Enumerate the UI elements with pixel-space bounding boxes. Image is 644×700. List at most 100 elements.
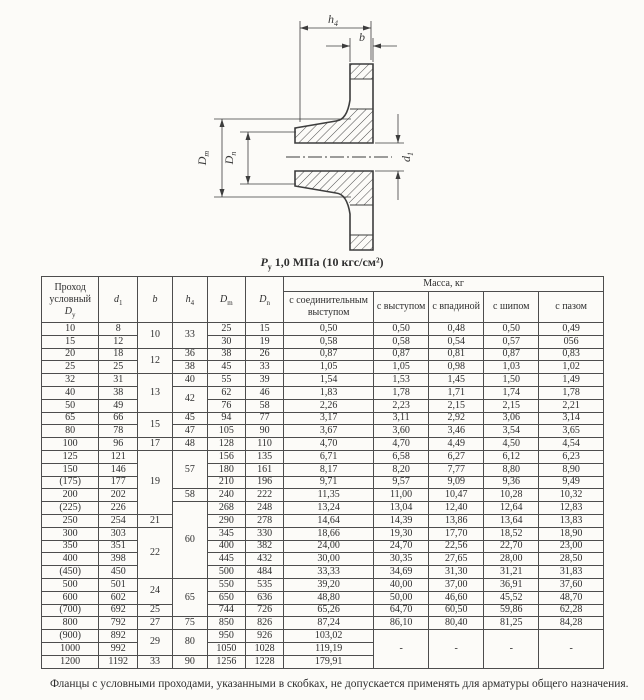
table-cell: 13,86 xyxy=(428,513,485,528)
table-cell: 25 xyxy=(40,360,100,375)
table-cell: (225) xyxy=(40,501,100,515)
table-cell: 80 xyxy=(171,629,208,656)
mass-column-header: с выступом xyxy=(373,291,430,323)
table-cell: 351 xyxy=(98,539,139,554)
table-cell: 18,66 xyxy=(283,526,375,541)
table-cell: 57 xyxy=(171,449,208,490)
table-cell: 0,50 xyxy=(373,322,430,336)
table-cell: 25 xyxy=(206,322,246,336)
table-cell: 8,20 xyxy=(373,462,430,477)
table-cell: (900) xyxy=(40,629,100,643)
table-cell: 40,00 xyxy=(373,577,430,592)
table-cell: 6,23 xyxy=(538,449,604,464)
table-cell: 23,00 xyxy=(538,539,604,554)
table-cell: 59,86 xyxy=(483,603,540,618)
table-row: 350 351 400 382 24,00 24,70 22,56 22,70 23,00 xyxy=(40,539,604,554)
svg-text:b: b xyxy=(359,30,365,44)
table-row: (175) 177 210 196 9,71 9,57 9,09 9,36 9,49 xyxy=(40,475,604,490)
table-cell: 1,50 xyxy=(483,373,540,387)
table-cell: 14,39 xyxy=(373,513,430,528)
table-cell: 6,27 xyxy=(428,449,485,464)
table-cell: 58 xyxy=(244,398,285,413)
table-cell: 25 xyxy=(137,603,173,618)
table-cell: 39,20 xyxy=(283,577,375,592)
table-cell: 39 xyxy=(244,373,285,387)
table-cell: 0,48 xyxy=(428,322,485,336)
table-row: 400 398 445 432 30,00 30,35 27,65 28,00 28,50 xyxy=(40,552,604,567)
table-cell: 27 xyxy=(137,616,173,631)
table-cell: 90 xyxy=(244,424,285,439)
table-cell: 056 xyxy=(538,334,604,349)
table-cell: 96 xyxy=(98,437,139,451)
pressure-value: 1,0 МПа (10 кгс/см²) xyxy=(274,255,384,269)
table-row: 150 146 180 161 8,17 8,20 7,77 8,80 8,90 xyxy=(40,462,604,477)
table-cell: 47 xyxy=(171,424,208,439)
table-cell: 40 xyxy=(171,373,208,387)
table-cell: 300 xyxy=(40,526,100,541)
table-cell: 0,87 xyxy=(283,347,375,362)
column-header: Dn xyxy=(244,276,285,323)
dimension-dn: Dn xyxy=(222,131,296,185)
table-row: (700) 692 25 744 726 65,26 64,70 60,50 59,86 62,2… xyxy=(40,603,604,618)
table-cell: 19,30 xyxy=(373,526,430,541)
table-cell: 65,26 xyxy=(283,603,375,618)
table-cell: 13,64 xyxy=(483,513,540,528)
table-cell: 40 xyxy=(40,385,100,400)
table-cell: 0,58 xyxy=(373,334,430,349)
table-cell: 4,70 xyxy=(283,437,375,451)
column-header: h4 xyxy=(171,276,208,323)
table-cell: 248 xyxy=(244,501,285,515)
table-cell: 4,49 xyxy=(428,437,485,451)
table-cell: 64,70 xyxy=(373,603,430,618)
mass-group-header: Масса, кг xyxy=(283,276,604,292)
table-cell: 9,09 xyxy=(428,475,485,490)
table-cell: 38 xyxy=(98,385,139,400)
table-cell: 65 xyxy=(40,411,100,426)
table-cell: 75 xyxy=(171,616,208,631)
table-cell: 350 xyxy=(40,539,100,554)
table-cell: 13,83 xyxy=(538,513,604,528)
table-cell: 3,17 xyxy=(283,411,375,426)
svg-text:d1: d1 xyxy=(399,152,415,162)
table-cell: 60,50 xyxy=(428,603,485,618)
table-cell: 432 xyxy=(244,552,285,567)
mass-column-header: с пазом xyxy=(538,291,604,323)
table-cell: 484 xyxy=(244,565,285,579)
table-row: 80 78 47 105 90 3,67 3,60 3,46 3,54 3,65 xyxy=(40,424,604,439)
table-cell: 8,80 xyxy=(483,462,540,477)
table-cell: 1200 xyxy=(40,654,100,669)
table-row: 250 254 21 290 278 14,64 14,39 13,86 13,64 13,83 xyxy=(40,513,604,528)
table-cell: 1228 xyxy=(244,654,285,669)
mass-column-header: с впадиной xyxy=(428,291,485,323)
table-cell: 17,70 xyxy=(428,526,485,541)
table-cell: 6,12 xyxy=(483,449,540,464)
table-cell: 156 xyxy=(206,449,246,464)
table-row: (225) 226 60 268 248 13,24 13,04 12,40 12,64 12,8… xyxy=(40,501,604,579)
table-cell: 500 xyxy=(206,565,246,579)
table-cell: 29 xyxy=(137,629,173,656)
dimension-dm: Dm xyxy=(195,118,351,198)
table-cell: - xyxy=(373,629,430,669)
table-cell: 12,83 xyxy=(538,501,604,515)
table-cell: 210 xyxy=(206,475,246,490)
table-cell: 892 xyxy=(98,629,139,643)
mass-column-header: с шипом xyxy=(483,291,540,323)
table-cell: 177 xyxy=(98,475,139,490)
table-cell: 290 xyxy=(206,513,246,528)
table-cell: 13,24 xyxy=(283,501,375,515)
table-cell: 31,30 xyxy=(428,565,485,579)
table-cell: 450 xyxy=(98,565,139,579)
table-cell: 3,11 xyxy=(373,411,430,426)
table-cell: 78 xyxy=(98,424,139,439)
svg-text:h4: h4 xyxy=(328,12,338,28)
column-header: b xyxy=(137,276,173,323)
table-cell: 146 xyxy=(98,462,139,477)
table-cell: - xyxy=(538,629,604,669)
table-row: 125 121 19 57 156 135 6,71 6,58 6,27 6,12 6,23 xyxy=(40,449,604,515)
table-cell: 0,87 xyxy=(373,347,430,362)
mass-column-header: с соединительным выступом xyxy=(283,291,375,323)
table-cell: 45 xyxy=(171,411,208,426)
table-cell: 1050 xyxy=(206,641,246,656)
table-cell: 501 xyxy=(98,577,139,592)
